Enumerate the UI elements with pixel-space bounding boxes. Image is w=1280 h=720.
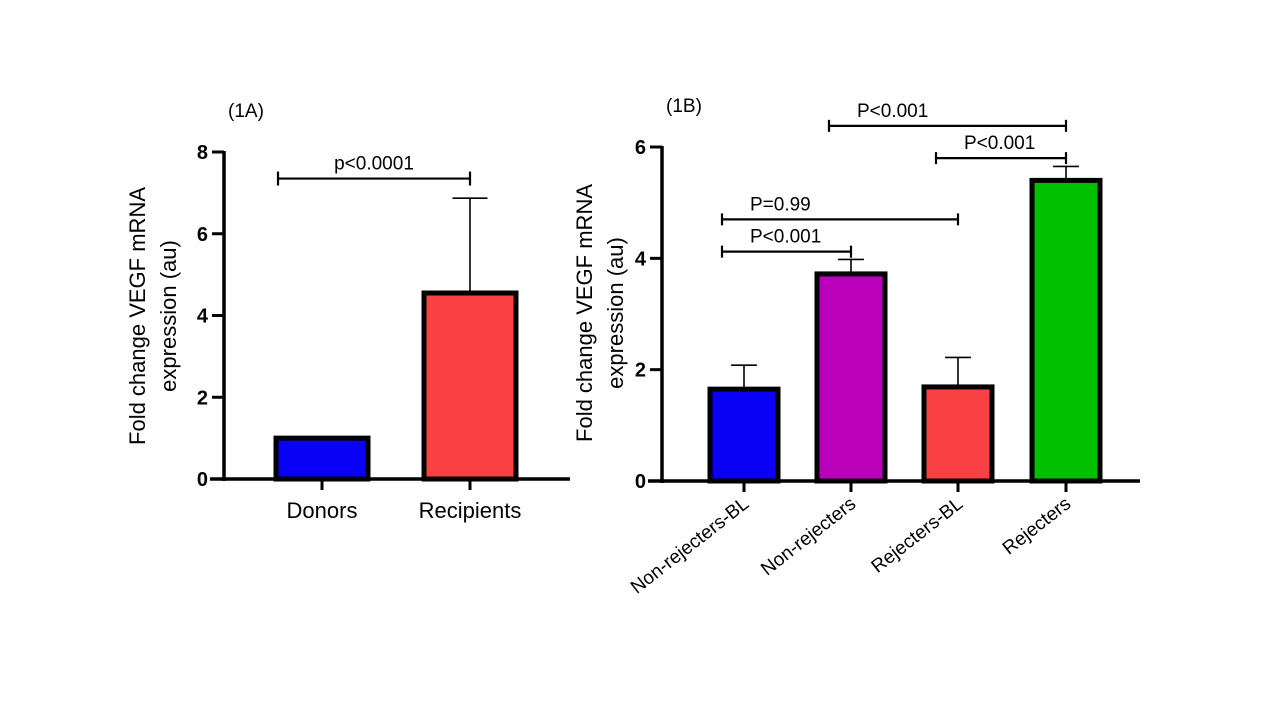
y-tick-label: 0 bbox=[635, 471, 646, 493]
y-axis-label-1a: Fold change VEGF mRNA expression (au) bbox=[125, 187, 181, 445]
x-tick-label: Non-rejecters-BL bbox=[627, 493, 753, 598]
y-tick-label: 0 bbox=[197, 469, 208, 491]
significance-bracket: P<0.001 bbox=[934, 133, 1068, 165]
x-tick-label: Donors bbox=[287, 498, 358, 523]
y-axis-label-line2: expression (au) bbox=[603, 237, 628, 389]
p-value-label: P<0.001 bbox=[964, 133, 1035, 154]
y-tick-label: 4 bbox=[635, 248, 647, 270]
significance-bracket: P<0.001 bbox=[720, 227, 853, 258]
bar-rejecters bbox=[1029, 177, 1103, 484]
x-tick-label: Rejecters-BL bbox=[868, 493, 967, 577]
x-tick-label: Recipients bbox=[419, 498, 522, 523]
y-tick-label: 6 bbox=[197, 224, 208, 246]
p-value-label: P=0.99 bbox=[750, 194, 811, 215]
y-tick-label: 6 bbox=[635, 137, 646, 159]
y-axis-label-1b: Fold change VEGF mRNA expression (au) bbox=[572, 184, 628, 442]
significance-bracket: P=0.99 bbox=[720, 194, 960, 226]
bar-donors bbox=[273, 435, 371, 482]
x-tick-label: Rejecters bbox=[999, 493, 1075, 559]
bar-recipients bbox=[421, 290, 519, 482]
y-axis-label-line1: Fold change VEGF mRNA bbox=[125, 187, 150, 445]
y-axis-label-line2: expression (au) bbox=[156, 240, 181, 392]
y-tick-label: 8 bbox=[197, 142, 208, 164]
y-tick-label: 2 bbox=[197, 387, 208, 409]
panel-label-1b: (1B) bbox=[666, 96, 702, 117]
panel-1a: (1A) Fold change VEGF mRNA expression (a… bbox=[125, 101, 570, 523]
y-tick-label: 4 bbox=[197, 306, 209, 328]
y-axis-label-line1: Fold change VEGF mRNA bbox=[572, 184, 597, 442]
p-value-label: p<0.0001 bbox=[334, 154, 414, 175]
significance-bracket: p<0.0001 bbox=[276, 154, 472, 186]
panel-label-1a: (1A) bbox=[228, 101, 264, 122]
bar-non-rejecters-bl bbox=[707, 386, 781, 484]
x-tick-label: Non-rejecters bbox=[757, 493, 860, 580]
panel-1b: (1B) Fold change VEGF mRNA expression (a… bbox=[572, 96, 1140, 598]
significance-bracket: P<0.001 bbox=[827, 101, 1068, 132]
y-tick-label: 2 bbox=[635, 360, 646, 382]
bar-non-rejecters bbox=[814, 271, 888, 484]
bar-rejecters-bl bbox=[921, 384, 995, 484]
p-value-label: P<0.001 bbox=[750, 227, 821, 248]
p-value-label: P<0.001 bbox=[857, 101, 928, 122]
